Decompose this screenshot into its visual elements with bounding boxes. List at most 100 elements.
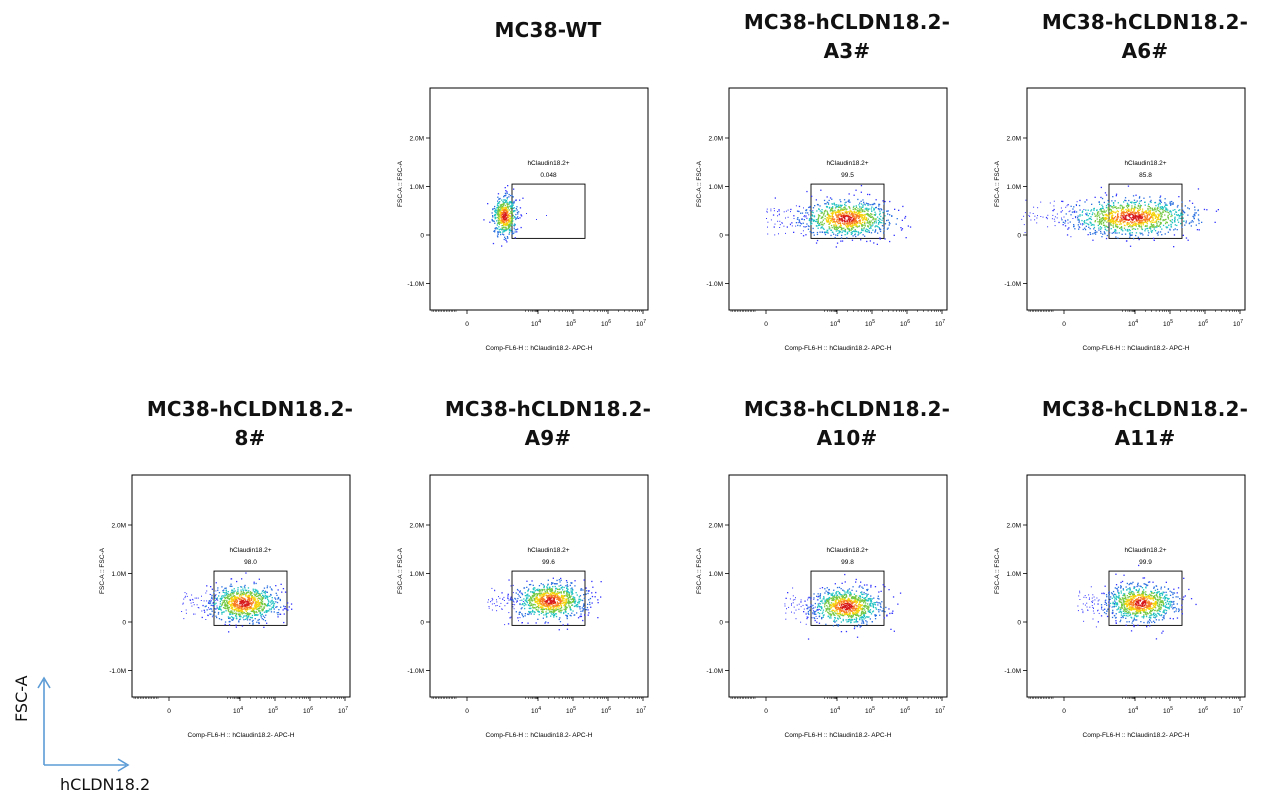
event-dot xyxy=(238,598,240,600)
event-dot xyxy=(1154,226,1156,229)
event-dot xyxy=(257,595,259,598)
event-dot xyxy=(253,608,255,610)
event-dot xyxy=(1099,216,1101,218)
event-dot xyxy=(519,590,521,592)
event-dot xyxy=(1149,217,1151,219)
event-dot xyxy=(507,216,509,218)
event-dot xyxy=(251,595,253,597)
event-dot xyxy=(774,223,776,225)
event-dot xyxy=(528,610,530,613)
event-dot xyxy=(494,227,496,230)
event-dot xyxy=(840,229,842,231)
event-dot xyxy=(508,201,510,204)
event-dot xyxy=(511,205,513,207)
event-dot xyxy=(547,606,550,608)
event-dot xyxy=(863,218,865,220)
event-dot xyxy=(238,604,240,607)
event-dot xyxy=(793,231,795,233)
event-dot xyxy=(245,618,247,620)
event-dot xyxy=(865,202,868,204)
event-dot xyxy=(505,226,507,229)
event-dot xyxy=(791,222,793,224)
event-dot xyxy=(505,218,507,221)
event-dot xyxy=(242,599,244,601)
event-dot xyxy=(224,599,226,601)
event-dot xyxy=(766,218,767,219)
event-dot xyxy=(838,217,840,219)
event-dot xyxy=(1123,218,1125,220)
event-dot xyxy=(242,601,244,603)
event-dot xyxy=(826,201,828,203)
event-dot xyxy=(544,622,546,624)
event-dot xyxy=(1126,224,1128,226)
event-dot xyxy=(225,605,227,607)
event-dot xyxy=(583,608,585,610)
event-dot xyxy=(253,583,255,585)
event-dot xyxy=(230,597,233,599)
event-dot xyxy=(230,593,232,595)
event-dot xyxy=(818,223,820,225)
event-dot xyxy=(563,598,565,600)
event-dot xyxy=(527,613,529,615)
x-tick-exponent: 4 xyxy=(1135,319,1138,325)
event-dot xyxy=(531,599,533,601)
event-dot xyxy=(874,231,876,233)
event-dot xyxy=(552,577,554,579)
event-dot xyxy=(1135,207,1137,209)
event-dot xyxy=(1074,216,1077,218)
event-dot xyxy=(845,210,847,212)
event-dot xyxy=(544,598,546,601)
event-dot xyxy=(1184,205,1186,207)
event-dot xyxy=(1072,208,1074,210)
event-dot xyxy=(1131,214,1134,216)
plot-frame xyxy=(429,474,649,698)
panel-title-line: MC38-hCLDN18.2- xyxy=(444,397,652,421)
event-dot xyxy=(1130,208,1132,211)
event-dot xyxy=(511,598,513,600)
event-dot xyxy=(879,218,881,220)
event-dot xyxy=(557,596,560,598)
event-dot xyxy=(515,199,517,202)
event-dot xyxy=(546,596,548,598)
event-dot xyxy=(506,216,508,218)
event-dot xyxy=(580,588,582,590)
event-dot xyxy=(541,595,544,597)
event-dot xyxy=(509,201,511,203)
event-dot xyxy=(492,220,494,222)
event-dot xyxy=(1084,220,1086,222)
event-dot xyxy=(254,591,256,593)
event-dot xyxy=(209,613,211,615)
event-dot xyxy=(828,199,830,202)
event-dot xyxy=(814,220,817,223)
event-dot xyxy=(553,613,556,616)
event-dot xyxy=(1139,232,1141,234)
event-dot xyxy=(1161,216,1163,218)
event-dot xyxy=(259,612,262,614)
event-dot xyxy=(562,597,564,599)
event-dot xyxy=(526,213,527,214)
event-dot xyxy=(498,198,501,200)
event-dot xyxy=(1151,207,1153,210)
event-dot xyxy=(236,601,238,604)
event-dot xyxy=(520,592,522,594)
event-dot xyxy=(273,605,275,607)
event-dot xyxy=(222,600,224,602)
event-dot xyxy=(1120,227,1122,229)
event-dot xyxy=(878,217,880,220)
event-dot xyxy=(1125,208,1127,211)
event-dot xyxy=(554,613,557,615)
event-dot xyxy=(1067,204,1069,206)
event-dot xyxy=(883,229,885,231)
event-dot xyxy=(817,221,819,224)
event-dot xyxy=(1159,226,1162,228)
event-dot xyxy=(545,600,547,602)
event-dot xyxy=(1098,223,1101,225)
event-dot xyxy=(503,199,505,201)
event-dot xyxy=(516,211,519,214)
event-dot xyxy=(245,615,248,617)
event-dot xyxy=(513,224,515,226)
event-dot xyxy=(1115,211,1117,213)
event-dot xyxy=(503,223,505,225)
event-dot xyxy=(228,608,230,610)
event-dot xyxy=(512,606,514,608)
